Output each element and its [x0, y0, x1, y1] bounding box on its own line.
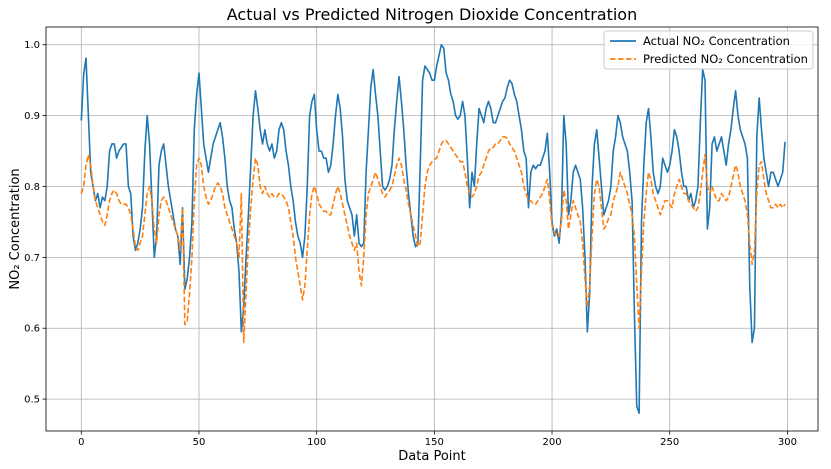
x-tick-label: 50 — [193, 437, 206, 448]
x-tick-label: 250 — [660, 437, 679, 448]
legend-label-actual: Actual NO₂ Concentration — [643, 34, 790, 48]
plot-frame — [45, 26, 819, 432]
x-tick-label: 0 — [78, 437, 84, 448]
legend-box — [603, 30, 814, 70]
legend-label-predicted: Predicted NO₂ Concentration — [643, 52, 808, 66]
grid-lines — [46, 27, 818, 431]
predicted-series-line — [80, 136, 786, 344]
y-tick-label: 0.9 — [24, 111, 40, 122]
x-tick-label: 150 — [425, 437, 444, 448]
y-tick-label: 0.5 — [24, 395, 40, 406]
series-lines — [80, 43, 786, 415]
x-tick-label: 300 — [778, 437, 797, 448]
x-tick-label: 100 — [307, 437, 326, 448]
chart-title: Actual vs Predicted Nitrogen Dioxide Con… — [227, 5, 637, 24]
y-tick-label: 0.6 — [24, 324, 40, 335]
y-tick-label: 0.7 — [24, 253, 40, 264]
x-tick-label: 200 — [542, 437, 561, 448]
y-axis-title: NO₂ Concentration — [8, 168, 23, 289]
actual-series-line — [80, 43, 786, 415]
legend: Actual NO₂ Concentration Predicted NO₂ C… — [603, 30, 814, 70]
y-tick-label: 1.0 — [24, 40, 40, 51]
axis-ticks: 0 50 100 150 200 250 300 0.5 0.6 0.7 0.8 0.9 1.0 — [24, 40, 797, 448]
y-tick-label: 0.8 — [24, 182, 40, 193]
x-axis-title: Data Point — [398, 449, 465, 464]
